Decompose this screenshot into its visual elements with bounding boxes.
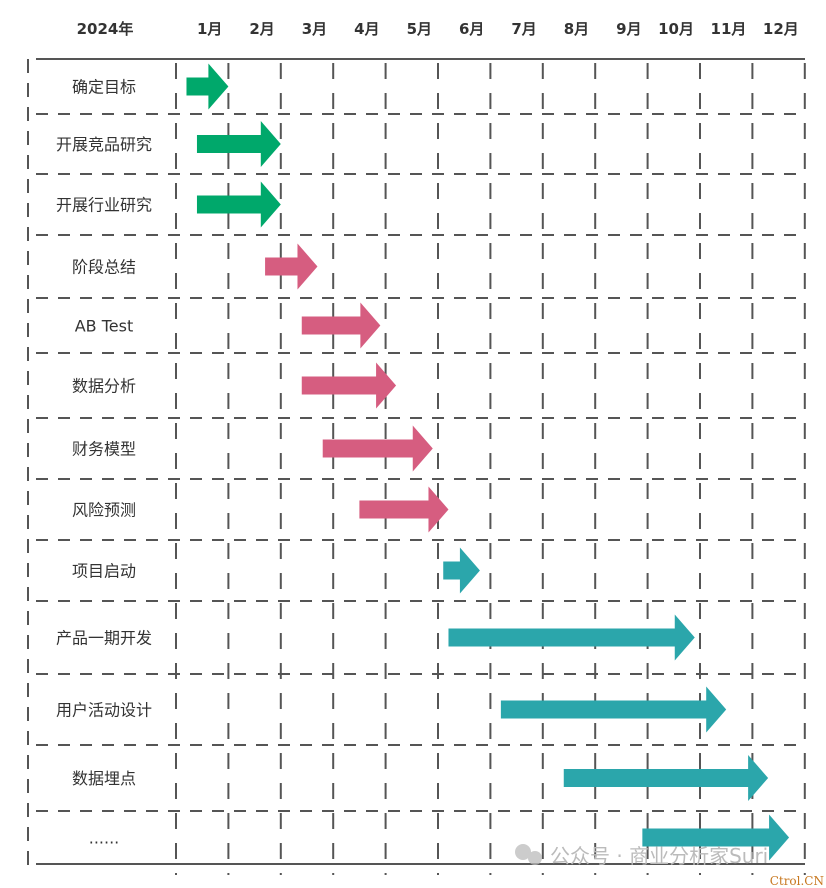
task-label: 用户活动设计 xyxy=(56,701,152,720)
task-label: 确定目标 xyxy=(72,78,136,97)
year-label: 2024年 xyxy=(77,20,134,38)
task-arrow xyxy=(563,755,769,801)
task-label: 财务模型 xyxy=(72,440,136,459)
wechat-icon xyxy=(515,844,542,865)
task-arrow xyxy=(443,547,480,594)
task-label: 风险预测 xyxy=(72,501,136,520)
task-label: 产品一期开发 xyxy=(56,629,152,648)
task-arrow xyxy=(301,302,381,349)
task-arrow xyxy=(196,181,281,228)
task-arrow xyxy=(196,121,281,167)
task-arrow xyxy=(359,486,449,533)
task-label: 数据分析 xyxy=(72,377,136,396)
month-label: 5月 xyxy=(407,20,432,38)
month-label: 8月 xyxy=(564,20,589,38)
task-label: 开展竞品研究 xyxy=(56,135,152,154)
task-arrow xyxy=(186,63,229,110)
task-arrow xyxy=(500,686,727,733)
task-label: ...... xyxy=(89,829,120,848)
month-label: 11月 xyxy=(711,20,747,38)
month-label: 7月 xyxy=(511,20,536,38)
corner-mark: Ctrol.CN xyxy=(770,874,824,888)
month-label: 12月 xyxy=(763,20,799,38)
task-label: 项目启动 xyxy=(72,562,136,581)
task-arrow xyxy=(265,243,318,290)
month-label: 4月 xyxy=(354,20,379,38)
task-label: AB Test xyxy=(75,317,134,336)
watermark-text: 公众号 · 商业分析家Suri xyxy=(550,844,768,868)
task-arrow xyxy=(448,614,695,661)
task-arrow xyxy=(322,425,433,472)
task-label: 开展行业研究 xyxy=(56,196,152,215)
month-label: 6月 xyxy=(459,20,484,38)
month-label: 3月 xyxy=(302,20,327,38)
task-label: 阶段总结 xyxy=(72,258,136,277)
task-arrow xyxy=(301,362,397,409)
month-label: 2月 xyxy=(249,20,274,38)
month-label: 9月 xyxy=(616,20,641,38)
month-label: 1月 xyxy=(197,20,222,38)
task-label: 数据埋点 xyxy=(72,769,136,788)
month-label: 10月 xyxy=(658,20,694,38)
task-arrow xyxy=(642,814,790,861)
